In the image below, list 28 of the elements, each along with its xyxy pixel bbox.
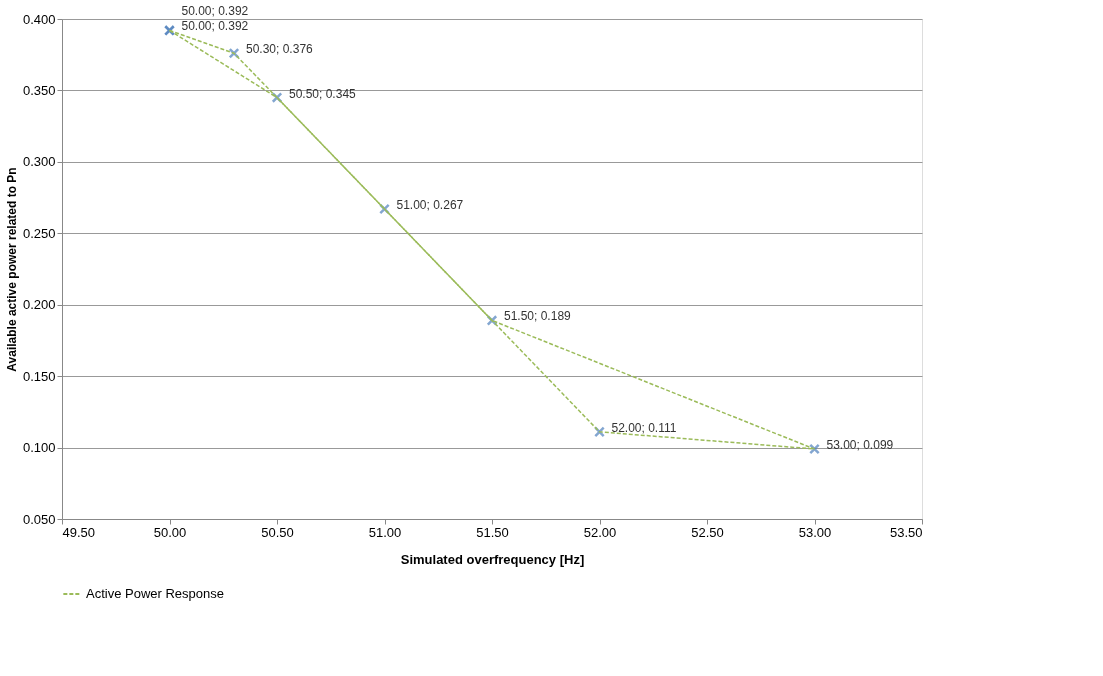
- x-tick-label: 53.00: [798, 524, 832, 540]
- data-label: 51.50; 0.189: [504, 309, 572, 324]
- data-label: 51.00; 0.267: [396, 198, 464, 212]
- data-label: 52.00; 0.111: [611, 420, 677, 435]
- y-tick-label: 0.350: [22, 82, 56, 98]
- data-label: 50.50; 0.345: [289, 86, 357, 101]
- data-label: 50.00; 0.392: [181, 19, 249, 34]
- y-tick-label: 0.200: [22, 297, 56, 313]
- x-tick-label: 50.00: [153, 524, 187, 540]
- x-tick-label: 51.50: [476, 524, 509, 540]
- x-tick-label: 49.50: [62, 524, 96, 540]
- x-axis-title: Simulated overfrequency [Hz]: [400, 551, 585, 567]
- legend-label: Active Power Response: [86, 586, 225, 601]
- y-tick-label: 0.400: [22, 11, 56, 27]
- y-tick-label: 0.100: [22, 440, 56, 456]
- y-axis-title: Available active power related to Pn: [4, 167, 19, 372]
- y-tick-label: 0.250: [22, 225, 56, 241]
- data-label: 50.30; 0.376: [246, 42, 314, 57]
- x-tick-label: 51.00: [368, 524, 402, 540]
- x-tick-label: 52.00: [583, 524, 617, 540]
- y-tick-label: 0.300: [22, 154, 56, 170]
- data-label: 50.00; 0.392: [181, 4, 249, 19]
- x-tick-label: 53.50: [889, 524, 923, 540]
- y-tick-label: 0.050: [22, 511, 56, 527]
- x-tick-label: 52.50: [691, 524, 724, 540]
- y-tick-label: 0.150: [22, 368, 56, 384]
- data-label: 53.00; 0.099: [826, 438, 894, 452]
- x-tick-label: 50.50: [261, 524, 294, 540]
